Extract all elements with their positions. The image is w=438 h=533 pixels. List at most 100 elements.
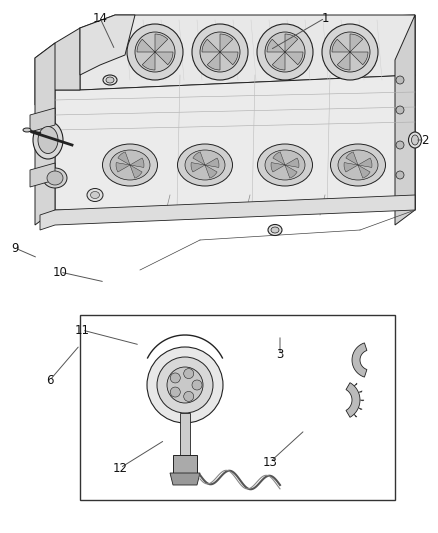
Wedge shape bbox=[285, 34, 298, 52]
Polygon shape bbox=[80, 15, 415, 90]
Wedge shape bbox=[193, 152, 205, 165]
Wedge shape bbox=[358, 158, 372, 167]
Ellipse shape bbox=[271, 227, 279, 233]
Polygon shape bbox=[360, 400, 364, 401]
Ellipse shape bbox=[338, 150, 378, 180]
Ellipse shape bbox=[102, 144, 158, 186]
Polygon shape bbox=[354, 414, 357, 417]
Wedge shape bbox=[267, 39, 285, 52]
Circle shape bbox=[170, 387, 180, 397]
Circle shape bbox=[257, 24, 313, 80]
Ellipse shape bbox=[47, 171, 63, 185]
Text: 9: 9 bbox=[11, 241, 19, 254]
Polygon shape bbox=[55, 75, 415, 210]
Circle shape bbox=[322, 24, 378, 80]
Wedge shape bbox=[130, 158, 144, 167]
Ellipse shape bbox=[33, 121, 63, 159]
Text: 10: 10 bbox=[53, 265, 67, 279]
Ellipse shape bbox=[91, 191, 99, 198]
Circle shape bbox=[157, 357, 213, 413]
Wedge shape bbox=[332, 39, 350, 52]
Text: 2: 2 bbox=[421, 133, 429, 147]
Polygon shape bbox=[35, 28, 80, 105]
Circle shape bbox=[192, 24, 248, 80]
Polygon shape bbox=[346, 383, 360, 417]
Wedge shape bbox=[155, 34, 168, 52]
Circle shape bbox=[396, 106, 404, 114]
Wedge shape bbox=[202, 39, 220, 52]
Bar bbox=[80, 315, 395, 500]
Ellipse shape bbox=[409, 132, 421, 148]
Circle shape bbox=[167, 367, 203, 403]
Circle shape bbox=[135, 32, 175, 72]
Polygon shape bbox=[395, 15, 415, 225]
Polygon shape bbox=[358, 408, 362, 409]
Polygon shape bbox=[352, 343, 367, 377]
Polygon shape bbox=[35, 43, 55, 225]
Ellipse shape bbox=[106, 77, 114, 83]
Circle shape bbox=[192, 380, 202, 390]
Wedge shape bbox=[285, 52, 303, 64]
Ellipse shape bbox=[331, 144, 385, 186]
Wedge shape bbox=[137, 39, 155, 52]
Wedge shape bbox=[273, 152, 285, 165]
Wedge shape bbox=[350, 52, 368, 64]
Wedge shape bbox=[205, 158, 219, 167]
Text: 13: 13 bbox=[262, 456, 277, 469]
Circle shape bbox=[170, 373, 180, 383]
Circle shape bbox=[330, 32, 370, 72]
Polygon shape bbox=[55, 15, 415, 210]
Text: 11: 11 bbox=[74, 324, 89, 336]
Ellipse shape bbox=[43, 168, 67, 188]
Wedge shape bbox=[272, 52, 285, 70]
Circle shape bbox=[396, 76, 404, 84]
Circle shape bbox=[396, 171, 404, 179]
Ellipse shape bbox=[38, 126, 58, 154]
Wedge shape bbox=[207, 52, 220, 70]
Text: 3: 3 bbox=[276, 349, 284, 361]
Ellipse shape bbox=[177, 144, 233, 186]
Bar bbox=[173, 455, 197, 475]
Polygon shape bbox=[30, 163, 55, 187]
Wedge shape bbox=[220, 52, 238, 64]
Wedge shape bbox=[271, 163, 285, 172]
Wedge shape bbox=[337, 52, 350, 70]
Polygon shape bbox=[40, 195, 415, 230]
Polygon shape bbox=[170, 473, 200, 485]
Wedge shape bbox=[220, 34, 233, 52]
Circle shape bbox=[265, 32, 305, 72]
Ellipse shape bbox=[185, 150, 225, 180]
Circle shape bbox=[396, 141, 404, 149]
Wedge shape bbox=[130, 165, 142, 178]
Wedge shape bbox=[155, 52, 173, 64]
Polygon shape bbox=[80, 15, 135, 75]
Wedge shape bbox=[350, 34, 363, 52]
Wedge shape bbox=[142, 52, 155, 70]
Circle shape bbox=[127, 24, 183, 80]
Wedge shape bbox=[116, 163, 130, 172]
Ellipse shape bbox=[258, 144, 312, 186]
Text: 1: 1 bbox=[321, 12, 329, 25]
Wedge shape bbox=[191, 163, 205, 172]
Wedge shape bbox=[205, 165, 217, 178]
Circle shape bbox=[200, 32, 240, 72]
Ellipse shape bbox=[110, 150, 150, 180]
Text: 12: 12 bbox=[113, 462, 127, 474]
Ellipse shape bbox=[268, 224, 282, 236]
Text: 6: 6 bbox=[46, 374, 54, 386]
Ellipse shape bbox=[103, 75, 117, 85]
Wedge shape bbox=[346, 152, 358, 165]
Text: 14: 14 bbox=[92, 12, 107, 25]
Circle shape bbox=[184, 391, 194, 401]
Wedge shape bbox=[118, 152, 130, 165]
Polygon shape bbox=[30, 108, 55, 132]
Ellipse shape bbox=[411, 135, 418, 145]
Circle shape bbox=[147, 347, 223, 423]
Circle shape bbox=[184, 369, 194, 378]
Wedge shape bbox=[285, 165, 297, 178]
Polygon shape bbox=[358, 391, 362, 392]
Ellipse shape bbox=[87, 189, 103, 201]
Wedge shape bbox=[358, 165, 370, 178]
Wedge shape bbox=[344, 163, 358, 172]
Polygon shape bbox=[354, 383, 357, 386]
